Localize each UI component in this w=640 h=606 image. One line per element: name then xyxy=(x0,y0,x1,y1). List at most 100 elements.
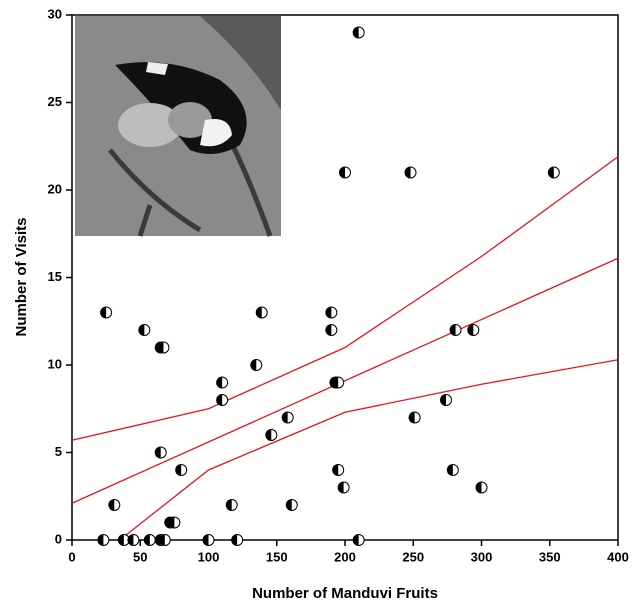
point xyxy=(446,464,459,476)
y-tick-label: 5 xyxy=(55,444,62,459)
point-half xyxy=(476,482,482,493)
point-half xyxy=(97,534,104,546)
point xyxy=(158,534,171,546)
point-half xyxy=(118,534,124,546)
point xyxy=(325,324,338,336)
x-tick-label: 200 xyxy=(334,549,356,564)
point-half xyxy=(409,412,415,423)
point xyxy=(154,446,167,459)
point-half xyxy=(159,534,165,546)
point-half xyxy=(353,27,359,38)
point-half xyxy=(144,534,150,546)
x-tick-label: 400 xyxy=(607,549,629,564)
point-half xyxy=(265,429,272,441)
point-half xyxy=(164,517,171,528)
fit-line xyxy=(119,359,619,541)
photo-inset xyxy=(75,16,281,237)
point-half xyxy=(157,342,164,353)
point xyxy=(408,411,421,424)
point xyxy=(108,499,121,511)
point-half xyxy=(339,167,345,178)
point-half xyxy=(282,412,288,423)
y-axis-title: Number of Visits xyxy=(13,218,30,337)
point xyxy=(265,429,278,441)
point-half xyxy=(175,464,182,476)
point-half xyxy=(467,324,474,336)
x-tick-label: 0 xyxy=(68,549,75,564)
point xyxy=(404,166,417,179)
point-half xyxy=(231,534,238,546)
x-tick-label: 150 xyxy=(266,549,288,564)
point xyxy=(250,359,263,371)
x-tick-label: 250 xyxy=(402,549,424,564)
y-tick-label: 0 xyxy=(55,531,62,546)
y-tick-label: 10 xyxy=(48,356,62,371)
point xyxy=(216,394,229,406)
point-half xyxy=(332,377,339,388)
point xyxy=(352,534,365,546)
point xyxy=(100,306,113,319)
point-half xyxy=(155,447,161,458)
point-half xyxy=(405,167,411,178)
point-half xyxy=(155,534,161,546)
point-half xyxy=(332,464,339,476)
x-tick-label: 50 xyxy=(133,549,147,564)
point-half xyxy=(338,482,344,493)
y-tick-label: 30 xyxy=(48,6,62,21)
point-half xyxy=(226,499,232,511)
point-half xyxy=(325,324,332,336)
point xyxy=(285,499,298,511)
point xyxy=(97,534,110,546)
y-tick-label: 25 xyxy=(48,94,62,109)
point xyxy=(325,306,338,319)
y-tick-label: 15 xyxy=(48,269,62,284)
point xyxy=(127,534,140,546)
fit-line xyxy=(71,156,619,441)
point-half xyxy=(256,307,262,318)
point xyxy=(440,394,453,406)
point xyxy=(216,376,229,389)
point-half xyxy=(286,499,292,511)
point-half xyxy=(440,394,447,406)
point xyxy=(332,464,345,476)
point-half xyxy=(325,307,332,318)
point-half xyxy=(138,324,145,336)
point-half xyxy=(108,499,115,511)
point xyxy=(202,534,215,546)
point xyxy=(225,499,238,511)
point xyxy=(352,26,365,39)
point-half xyxy=(100,307,107,318)
point xyxy=(138,324,151,336)
point xyxy=(157,341,170,354)
point xyxy=(475,481,488,494)
x-axis-title: Number of Manduvi Fruits xyxy=(252,585,438,602)
point-half xyxy=(127,534,134,546)
point-half xyxy=(447,464,453,476)
point-half xyxy=(548,167,554,178)
point-half xyxy=(203,534,209,546)
point-half xyxy=(250,359,257,371)
point xyxy=(332,376,345,389)
point-half xyxy=(450,324,456,336)
point xyxy=(143,534,156,546)
point xyxy=(449,324,462,336)
x-tick-label: 100 xyxy=(198,549,220,564)
point xyxy=(175,464,188,476)
point-half xyxy=(216,394,223,406)
point xyxy=(281,411,294,424)
point xyxy=(337,481,350,494)
point-half xyxy=(216,377,223,388)
point-half xyxy=(353,534,359,546)
point xyxy=(255,306,268,319)
y-tick-label: 20 xyxy=(48,181,62,196)
point-half xyxy=(168,517,175,528)
point xyxy=(168,516,181,529)
fit-line xyxy=(71,257,619,504)
point xyxy=(467,324,480,336)
point xyxy=(231,534,244,546)
point xyxy=(339,166,351,179)
x-tick-label: 350 xyxy=(539,549,561,564)
point xyxy=(547,166,560,179)
x-tick-label: 300 xyxy=(471,549,493,564)
